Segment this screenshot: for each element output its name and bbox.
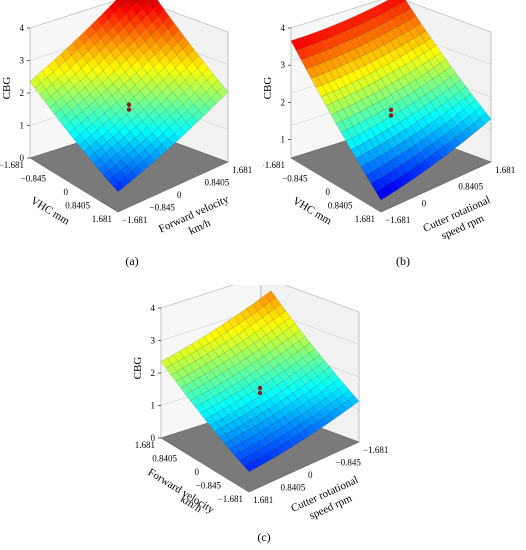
z-tick-label: 1 <box>151 401 156 411</box>
z-tick-label: 1 <box>281 134 286 144</box>
x-tick-label: 1.681 <box>92 214 112 224</box>
surface-cell <box>329 408 341 420</box>
surface-cell <box>137 160 149 172</box>
surface-cell <box>249 459 262 469</box>
x-tick-label: 0.8405 <box>328 201 353 211</box>
z-tick-label: 0 <box>151 433 156 443</box>
y-tick-label: 0.8405 <box>205 178 230 188</box>
z-tick-label: 4 <box>281 23 286 33</box>
y-tick-label: 1.681 <box>253 495 273 505</box>
panel-label-a: (a) <box>125 254 139 268</box>
x-tick-label: 1.681 <box>355 214 375 224</box>
wall-gridline <box>284 285 360 313</box>
x-tick-label: −1.681 <box>218 494 243 504</box>
panel-label-b: (b) <box>396 254 410 268</box>
surface-cell <box>262 452 274 462</box>
y-tick-label: −0.845 <box>150 203 176 213</box>
z-tick-label: 4 <box>151 303 156 313</box>
surface-cell <box>335 404 348 415</box>
z-axis-label: CBG <box>1 77 13 100</box>
z-tick-label: 3 <box>151 336 156 346</box>
panel-label-c: (c) <box>257 530 271 544</box>
z-tick-label: 0 <box>20 153 25 163</box>
z-tick-label: 3 <box>281 60 286 70</box>
z-tick-label: 3 <box>20 56 25 66</box>
x-tick-label: −0.845 <box>282 174 308 184</box>
y-tick-label: −1.681 <box>363 445 388 455</box>
surface-cell <box>317 417 329 428</box>
surface-cell <box>323 413 335 424</box>
y-tick-label: 0.8405 <box>281 483 306 493</box>
x-tick-label: 0 <box>195 467 200 477</box>
design-point <box>388 113 394 118</box>
y-tick-label: 1.681 <box>495 165 515 175</box>
z-axis-label: CBG <box>263 77 274 100</box>
y-tick-label: 0 <box>422 198 427 208</box>
z-tick-label: 1 <box>20 121 25 131</box>
surface-cell <box>131 165 143 177</box>
surface-cell <box>243 462 256 473</box>
z-tick-label: 4 <box>20 23 25 33</box>
surface-cell <box>192 110 204 123</box>
surface-cell <box>347 395 360 406</box>
design-point <box>126 107 132 112</box>
wall-gridline <box>290 0 382 29</box>
surface-cell <box>146 0 152 3</box>
x-axis-label: Forward velocity <box>146 466 217 516</box>
x-tick-label: −0.845 <box>21 174 47 184</box>
y-tick-label: 0.8405 <box>458 182 483 192</box>
surface-cell <box>268 448 280 459</box>
z-tick-label: 2 <box>20 88 25 98</box>
x-tick-label: 1.681 <box>135 440 155 450</box>
surface-cell <box>286 437 299 448</box>
surface-cell <box>143 155 155 167</box>
surface-cell <box>381 184 394 197</box>
design-point <box>257 385 263 391</box>
x-tick-label: 0 <box>326 187 331 197</box>
response-surface <box>29 0 229 193</box>
surface-cell <box>112 181 125 193</box>
surface-cell <box>341 399 354 411</box>
surface-cell <box>304 425 317 436</box>
z-axis-label: CBG <box>132 357 144 380</box>
y-tick-label: −0.845 <box>336 458 362 468</box>
surface-plot-b: 1234CBG−1.681−0.84500.84051.681−1.68100.… <box>263 0 515 242</box>
y-tick-label: 0 <box>308 470 313 480</box>
surface-cell <box>125 0 129 2</box>
design-point <box>126 102 132 107</box>
y-tick-label: 0 <box>177 190 182 200</box>
wall-gridline <box>403 0 492 33</box>
surface-cell <box>173 127 186 140</box>
z-tick-label: 2 <box>281 97 286 107</box>
response-surface <box>160 290 360 473</box>
y-tick-label: 1.681 <box>232 165 252 175</box>
z-tick-label: 2 <box>151 368 156 378</box>
response-surface <box>290 0 492 201</box>
x-tick-label: −0.845 <box>196 481 222 491</box>
design-point <box>257 390 263 396</box>
wall-gridline <box>29 0 119 29</box>
wall-gridline <box>160 285 234 309</box>
x-tick-label: −1.681 <box>263 160 285 170</box>
x-tick-label: 0 <box>64 187 69 197</box>
design-point <box>388 107 394 113</box>
x-tick-label: 0.8405 <box>152 454 177 464</box>
surface-cell <box>186 115 198 128</box>
y-tick-label: −1.681 <box>122 215 147 225</box>
surface-cell <box>274 444 287 455</box>
y-tick-label: −1.681 <box>385 215 410 225</box>
surface-cell <box>375 187 388 201</box>
surface-cell <box>135 0 140 3</box>
x-tick-label: −1.681 <box>0 160 24 170</box>
surface-cell <box>204 98 217 111</box>
surface-cell <box>155 144 168 156</box>
x-tick-label: 0.8405 <box>65 201 90 211</box>
surface-cell <box>198 104 210 117</box>
surface-cell <box>210 91 223 105</box>
